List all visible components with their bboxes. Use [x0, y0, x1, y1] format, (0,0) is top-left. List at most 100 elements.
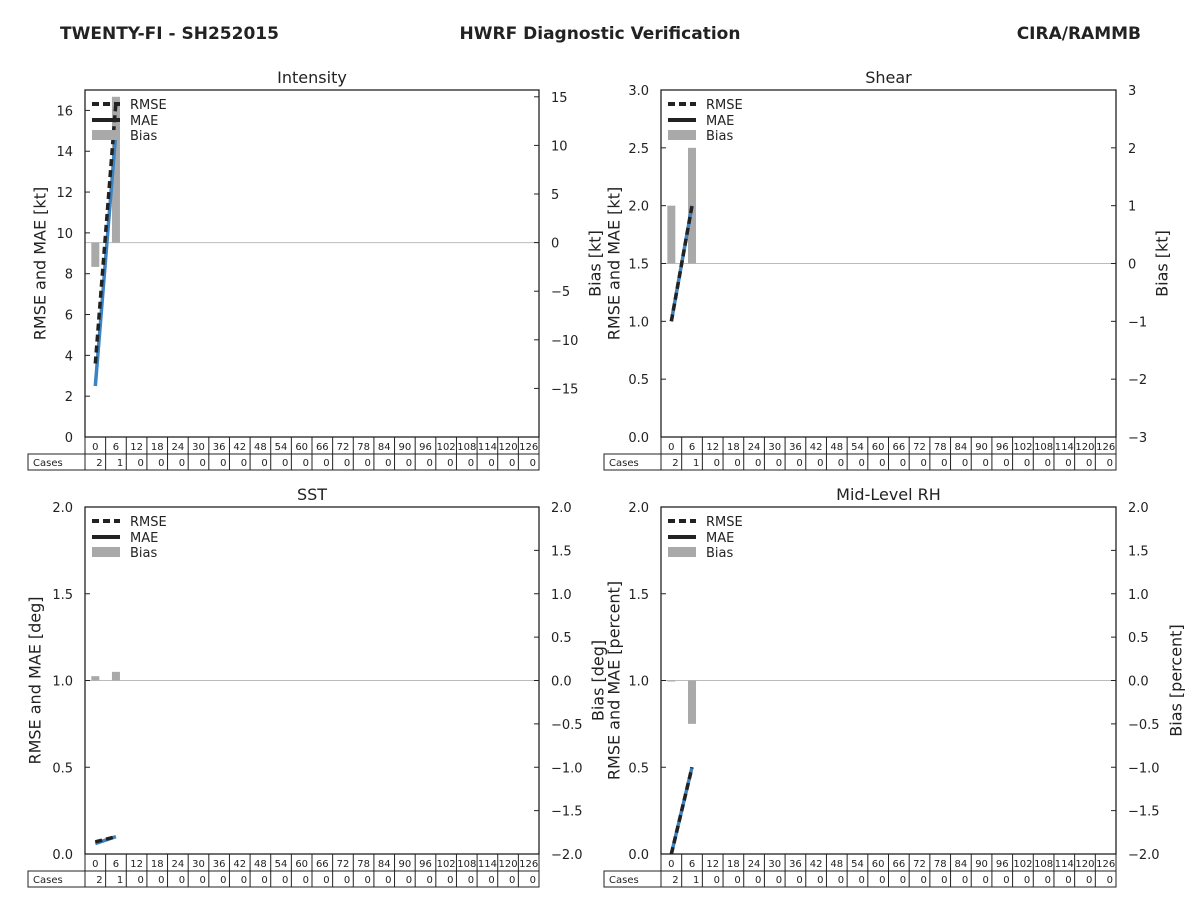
case-count: 0 [879, 875, 885, 886]
y-tick-label: 0 [65, 431, 73, 446]
case-count: 0 [734, 458, 740, 469]
case-count: 0 [220, 875, 226, 886]
case-count: 0 [776, 458, 782, 469]
case-count: 0 [796, 875, 802, 886]
lead-time-label: 36 [789, 442, 802, 453]
lead-time-label: 120 [1075, 859, 1094, 870]
lead-time-label: 54 [275, 442, 288, 453]
y2-tick-label: −1.5 [551, 805, 583, 820]
lead-time-label: 66 [892, 442, 905, 453]
case-count: 0 [199, 875, 205, 886]
lead-time-label: 12 [130, 442, 143, 453]
case-count: 0 [755, 875, 761, 886]
cases-label: Cases [609, 458, 639, 469]
case-count: 0 [858, 458, 864, 469]
lead-time-label: 36 [789, 859, 802, 870]
lead-time-label: 126 [519, 859, 538, 870]
case-count: 0 [1086, 458, 1092, 469]
y2-tick-label: 5 [551, 188, 559, 203]
lead-time-label: 6 [113, 442, 119, 453]
case-count: 0 [1086, 875, 1092, 886]
lead-time-label: 60 [295, 859, 308, 870]
y2-tick-label: 1.5 [1128, 544, 1149, 559]
case-count: 0 [1107, 458, 1113, 469]
bias-bar [91, 676, 100, 681]
lead-time-label: 18 [151, 442, 164, 453]
y2-axis-label: Bias [deg] [589, 640, 608, 721]
lead-time-label: 30 [192, 442, 205, 453]
case-count: 0 [962, 875, 968, 886]
y-tick-label: 2.0 [52, 501, 73, 516]
cases-row [27, 453, 540, 471]
lead-time-label: 114 [1055, 859, 1074, 870]
case-count: 0 [941, 875, 947, 886]
y-tick-label: 1.0 [628, 675, 649, 690]
lead-time-label: 12 [706, 442, 719, 453]
case-count: 0 [920, 875, 926, 886]
y-tick-label: 2.0 [628, 501, 649, 516]
y2-tick-label: 1.0 [551, 588, 572, 603]
lead-time-label: 42 [233, 442, 246, 453]
y2-tick-label: −1 [1128, 315, 1147, 330]
case-count: 0 [282, 875, 288, 886]
cases-row [603, 870, 1117, 888]
lead-time-label: 30 [192, 859, 205, 870]
bias-bar [688, 680, 697, 724]
lead-time-label: 108 [1034, 442, 1053, 453]
legend-rmse-label: RMSE [130, 515, 167, 530]
case-count: 0 [488, 875, 494, 886]
case-count: 0 [282, 458, 288, 469]
y2-tick-label: 15 [551, 91, 568, 106]
lead-time-label: 90 [398, 859, 411, 870]
header-org: CIRA/RAMMB [1016, 24, 1141, 44]
y-tick-label: 12 [56, 186, 73, 201]
lead-time-label: 0 [668, 442, 674, 453]
y2-tick-label: 0.5 [1128, 631, 1149, 646]
lead-time-label: 24 [748, 442, 761, 453]
rmse-line [669, 766, 694, 855]
legend-mae-label: MAE [130, 531, 158, 546]
lead-time-label: 72 [337, 442, 350, 453]
y-tick-label: 2 [65, 390, 73, 405]
legend-bias-swatch [92, 547, 120, 557]
case-count: 0 [509, 458, 515, 469]
cases-label: Cases [609, 875, 639, 886]
cases-table: Cases02611201802403003604204805406006607… [603, 853, 1117, 888]
case-count: 0 [241, 875, 247, 886]
case-count: 0 [714, 875, 720, 886]
lead-time-label: 36 [213, 859, 226, 870]
bias-bar [91, 242, 100, 267]
lead-time-label: 24 [171, 859, 184, 870]
y2-tick-label: 1 [1128, 200, 1136, 215]
y-tick-label: 0.5 [628, 373, 649, 388]
lead-time-label: 102 [437, 442, 456, 453]
case-count: 0 [406, 875, 412, 886]
lead-time-label: 72 [337, 859, 350, 870]
case-count: 0 [962, 458, 968, 469]
y2-tick-label: 1.5 [551, 544, 572, 559]
bias-bar [688, 147, 697, 264]
y2-tick-label: −15 [551, 382, 578, 397]
y-tick-label: 4 [65, 349, 73, 364]
y2-tick-label: −0.5 [551, 718, 583, 733]
case-count: 0 [1065, 875, 1071, 886]
lead-time-label: 120 [498, 442, 517, 453]
y-tick-label: 14 [56, 145, 73, 160]
lead-time-label: 30 [768, 442, 781, 453]
chart-sst: SST 0.0 0.5 1.0 1.5 2.0 −2.0 −1.5 −1.0 −0.5 0.0 0.5… [26, 485, 608, 888]
case-count: 0 [796, 458, 802, 469]
y-tick-label: 3.0 [628, 84, 649, 99]
y-tick-label: 1.5 [628, 258, 649, 273]
case-count: 0 [385, 458, 391, 469]
case-count: 0 [385, 875, 391, 886]
legend-rmse-label: RMSE [706, 515, 743, 530]
lead-time-label: 78 [934, 442, 947, 453]
case-count: 0 [158, 875, 164, 886]
lead-time-label: 54 [275, 859, 288, 870]
y-tick-label: 0.0 [628, 431, 649, 446]
case-count: 0 [1024, 875, 1030, 886]
